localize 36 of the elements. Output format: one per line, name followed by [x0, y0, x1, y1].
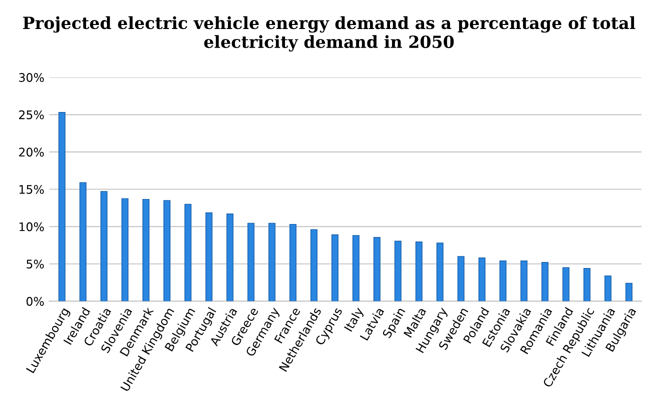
- bar: [58, 112, 66, 302]
- bar: [352, 235, 360, 302]
- bar: [583, 268, 590, 302]
- bar: [184, 204, 192, 302]
- bar: [478, 258, 486, 302]
- bar: [142, 198, 150, 302]
- y-tick-label: 30%: [19, 73, 44, 82]
- bar: [247, 222, 254, 302]
- bar: [394, 240, 402, 302]
- bar: [100, 191, 108, 302]
- bar: [520, 260, 528, 302]
- bar: [373, 237, 380, 302]
- bar: [268, 222, 276, 302]
- bar: [331, 234, 338, 302]
- y-tick-label: 15%: [20, 184, 44, 194]
- chart-title: Projected electric vehicle energy demand as a percentage of total electricity demand in 2050: [23, 16, 636, 52]
- bar: [604, 275, 612, 302]
- y-tick-label: 10%: [20, 222, 44, 232]
- y-tick-label: 25%: [19, 110, 44, 120]
- y-tick-label: 0%: [26, 296, 44, 306]
- bar: [457, 256, 464, 302]
- bar: [541, 262, 548, 302]
- y-tick-label: 5%: [26, 260, 44, 269]
- y-tick-label: 20%: [19, 148, 44, 157]
- bar: [79, 182, 86, 302]
- bar: [205, 212, 212, 302]
- bar: [289, 224, 296, 302]
- bar: [226, 214, 234, 302]
- bar: [436, 242, 444, 302]
- bar: [499, 260, 506, 302]
- bar: [121, 198, 128, 302]
- bar: [415, 242, 422, 302]
- bar: [163, 200, 170, 302]
- bar: [562, 267, 570, 302]
- bar: [310, 229, 318, 302]
- bar: [625, 282, 632, 302]
